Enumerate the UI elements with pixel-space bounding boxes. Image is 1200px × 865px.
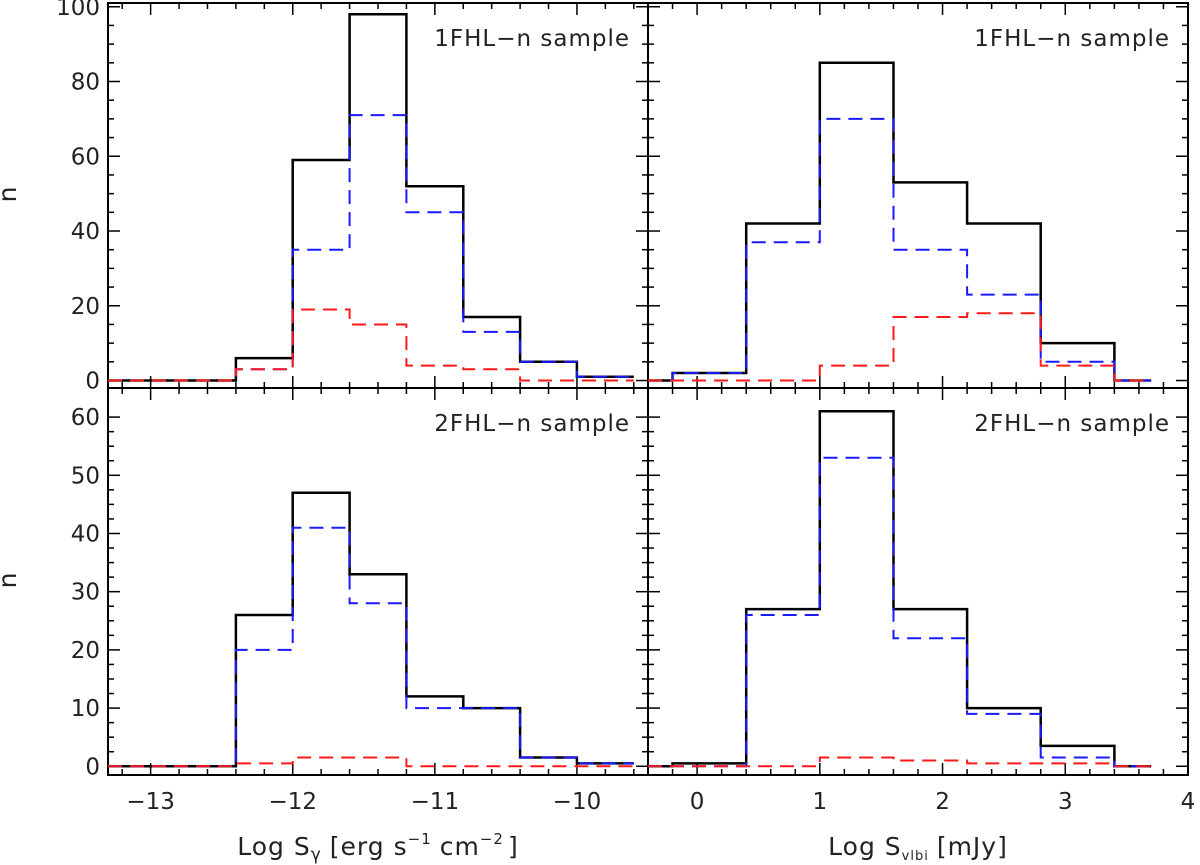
x-axis-title-left-main: Log S: [237, 832, 310, 861]
y-tick-label: 40: [71, 219, 100, 245]
x-axis-title-right-sub: vlbi: [902, 849, 929, 864]
histogram-series-blue: [648, 117, 1152, 382]
panel-frame: [647, 2, 1189, 389]
x-axis-title-left-unit2: cm: [440, 832, 480, 861]
x-axis-title-right-unit: [mJy]: [937, 832, 1008, 861]
x-tick-label: 4: [1181, 789, 1196, 815]
x-axis-title-left-unit3: ]: [508, 832, 519, 861]
x-tick-label: −10: [553, 789, 602, 815]
histogram-series-red: [648, 756, 1152, 768]
panel-top-left: 0 20 40 60 80 100 1FHL−n sample: [56, 0, 649, 395]
x-axis-title-left-sub: γ: [311, 845, 322, 865]
x-tick-label: −13: [126, 789, 175, 815]
x-axis-title-left-sup1: −1: [408, 830, 432, 848]
histogram-series-red: [108, 308, 634, 382]
x-axis-title-right-main: Log S: [828, 832, 901, 861]
panel-frame: [107, 2, 649, 389]
y-axis-title-top: n: [0, 186, 22, 203]
histogram-series-all: [648, 410, 1152, 768]
y-tick-label: 80: [71, 69, 100, 95]
y-tick-label: 60: [71, 405, 100, 431]
panel-title: 1FHL−n sample: [434, 26, 630, 52]
x-axis-title-left-unit1: [erg s: [330, 832, 408, 861]
y-tick-label: 30: [71, 580, 100, 606]
y-tick-label: 100: [56, 0, 100, 21]
y-tick-label: 50: [71, 463, 100, 489]
y-axis-title-bottom: n: [0, 572, 22, 589]
y-tick-label: 10: [71, 696, 100, 722]
y-tick-label: 20: [71, 294, 100, 320]
panel-bottom-left: 0 10 20 30 40 50 60 −13 −12 −11 −10 2FHL−n sample: [71, 387, 649, 815]
x-tick-label: −12: [268, 789, 317, 815]
histogram-series-blue: [108, 114, 634, 382]
y-tick-label: 0: [85, 369, 100, 395]
panel-top-right: 1FHL−n sample: [647, 2, 1189, 389]
panel-frame: [107, 387, 649, 776]
y-tick-label: 0: [85, 754, 100, 780]
y-tick-label: 40: [71, 521, 100, 547]
panel-title: 1FHL−n sample: [974, 26, 1170, 52]
histogram-series-red: [648, 312, 1152, 382]
histogram-series-blue: [648, 456, 1152, 768]
y-tick-label: 20: [71, 638, 100, 664]
x-axis-title-left: Log Sγ [erg s−1 cm−2]: [237, 830, 519, 865]
x-axis-title-left-sup2: −2: [480, 830, 504, 848]
x-tick-label: 1: [812, 789, 827, 815]
y-tick-label: 60: [71, 144, 100, 170]
histogram-series-all: [108, 491, 634, 768]
histogram-series-all: [648, 61, 1152, 382]
panel-title: 2FHL−n sample: [434, 411, 630, 437]
x-tick-label: 3: [1058, 789, 1073, 815]
x-tick-label: −11: [411, 789, 460, 815]
panel-frame: [647, 387, 1189, 776]
histogram-series-all: [108, 12, 634, 382]
histogram-series-blue: [108, 526, 634, 768]
x-tick-label: 2: [935, 789, 950, 815]
histogram-series-red: [108, 756, 634, 768]
panel-title: 2FHL−n sample: [974, 411, 1170, 437]
x-axis-title-right: Log Svlbi [mJy]: [828, 832, 1008, 864]
panel-bottom-right: 0 1 2 3 4 2FHL−n sample: [647, 387, 1196, 815]
x-tick-label: 0: [690, 789, 705, 815]
